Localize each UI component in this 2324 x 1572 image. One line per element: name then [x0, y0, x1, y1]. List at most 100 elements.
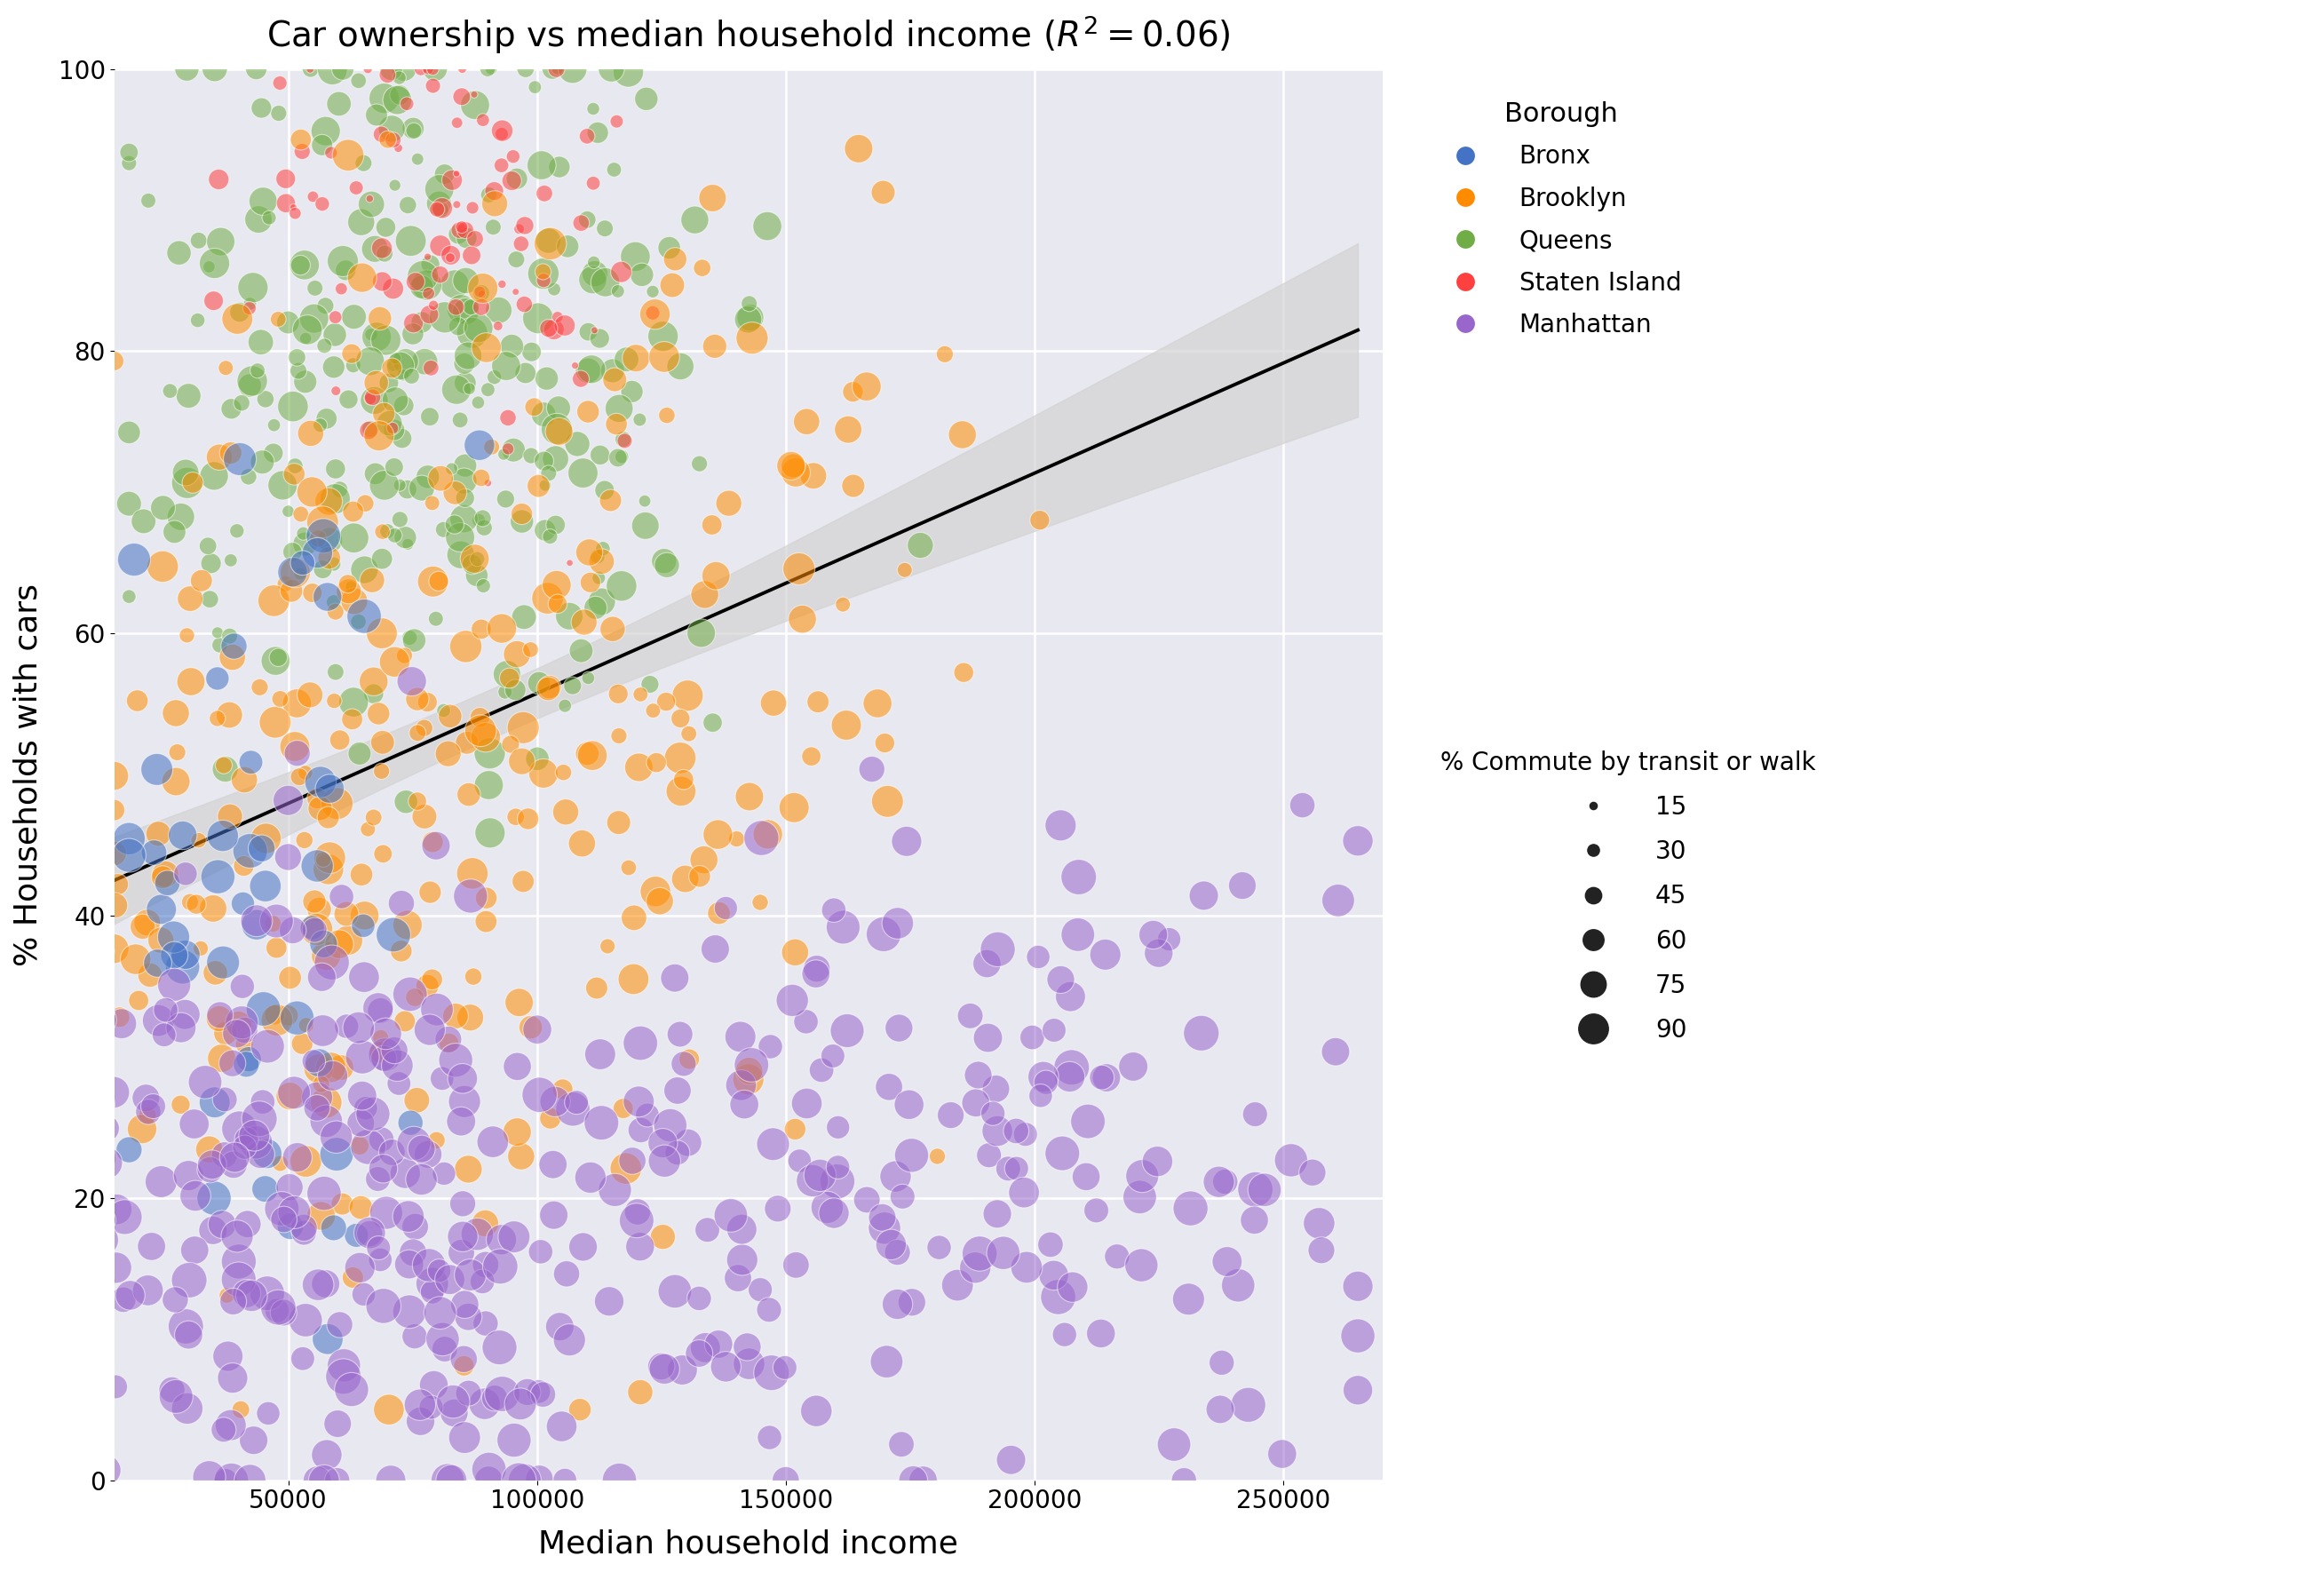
Queens	[416, 57, 453, 82]
Queens	[507, 360, 544, 385]
Manhattan	[767, 1355, 804, 1380]
Queens	[309, 406, 346, 431]
Manhattan	[1053, 1055, 1090, 1080]
Queens	[732, 305, 769, 330]
Bronx	[116, 547, 153, 572]
Manhattan	[618, 1207, 655, 1232]
Manhattan	[602, 1468, 639, 1493]
Manhattan	[760, 1196, 797, 1221]
Manhattan	[402, 1393, 439, 1418]
Manhattan	[883, 1184, 920, 1209]
Brooklyn	[95, 937, 132, 962]
Manhattan	[390, 1298, 428, 1324]
Queens	[256, 412, 293, 437]
Manhattan	[411, 1017, 449, 1042]
Queens	[541, 154, 579, 179]
Brooklyn	[397, 984, 435, 1009]
Manhattan	[741, 1276, 779, 1302]
Manhattan	[974, 1100, 1011, 1126]
Queens	[342, 209, 379, 234]
Manhattan	[265, 1207, 302, 1232]
Queens	[112, 490, 149, 516]
Brooklyn	[669, 722, 706, 747]
Queens	[528, 517, 565, 542]
Queens	[504, 605, 541, 630]
Queens	[404, 264, 442, 289]
Manhattan	[446, 1347, 483, 1372]
Manhattan	[270, 844, 307, 869]
Manhattan	[1225, 872, 1262, 898]
Manhattan	[660, 1140, 697, 1165]
Queens	[307, 333, 344, 358]
Queens	[425, 162, 462, 187]
Queens	[163, 505, 200, 530]
Queens	[356, 461, 393, 486]
Manhattan	[314, 1063, 351, 1088]
Queens	[579, 544, 616, 569]
Bronx	[216, 634, 253, 659]
Brooklyn	[209, 1283, 246, 1308]
Brooklyn	[270, 1003, 307, 1028]
Brooklyn	[365, 519, 402, 544]
Manhattan	[432, 1468, 469, 1493]
Brooklyn	[200, 445, 237, 470]
Brooklyn	[700, 901, 737, 926]
Bronx	[272, 1214, 309, 1239]
Manhattan	[132, 1234, 170, 1259]
Manhattan	[1122, 1253, 1160, 1278]
Queens	[316, 659, 353, 684]
Manhattan	[1050, 1064, 1088, 1089]
Brooklyn	[588, 934, 625, 959]
Queens	[486, 442, 523, 467]
Brooklyn	[451, 1005, 488, 1030]
Manhattan	[483, 1382, 521, 1407]
Manhattan	[751, 1424, 788, 1449]
Queens	[523, 152, 560, 178]
Brooklyn	[848, 374, 885, 399]
Brooklyn	[256, 588, 293, 613]
Brooklyn	[311, 846, 349, 871]
Brooklyn	[483, 616, 521, 641]
Queens	[676, 208, 713, 233]
Manhattan	[465, 1269, 502, 1294]
Bronx	[230, 1047, 267, 1072]
Manhattan	[1236, 1207, 1274, 1232]
Manhattan	[402, 1409, 439, 1434]
Queens	[265, 473, 302, 498]
Queens	[623, 263, 660, 288]
Manhattan	[853, 756, 890, 781]
Brooklyn	[311, 1055, 349, 1080]
Manhattan	[1274, 1148, 1311, 1173]
Queens	[286, 325, 323, 351]
Brooklyn	[272, 965, 309, 990]
Queens	[179, 228, 216, 253]
Manhattan	[211, 1413, 249, 1438]
Queens	[648, 553, 686, 578]
Queens	[465, 506, 502, 531]
Queens	[493, 333, 530, 358]
Manhattan	[706, 896, 744, 921]
Manhattan	[723, 1247, 760, 1272]
Queens	[372, 410, 409, 435]
Bronx	[318, 1141, 356, 1166]
Manhattan	[279, 1144, 316, 1170]
Queens	[551, 604, 588, 629]
Bronx	[232, 838, 270, 863]
Manhattan	[1294, 1160, 1332, 1185]
Brooklyn	[411, 880, 449, 905]
Brooklyn	[595, 616, 632, 641]
Queens	[242, 96, 279, 121]
Manhattan	[962, 1240, 999, 1265]
Queens	[388, 476, 425, 501]
Manhattan	[957, 1091, 995, 1116]
Queens	[376, 387, 414, 412]
Queens	[374, 116, 411, 141]
Staten Island	[602, 259, 639, 285]
Queens	[316, 355, 353, 380]
Brooklyn	[465, 275, 502, 300]
Manhattan	[969, 1025, 1006, 1050]
Manhattan	[167, 861, 205, 887]
Queens	[581, 566, 618, 591]
Brooklyn	[363, 1039, 400, 1064]
Brooklyn	[365, 729, 402, 755]
